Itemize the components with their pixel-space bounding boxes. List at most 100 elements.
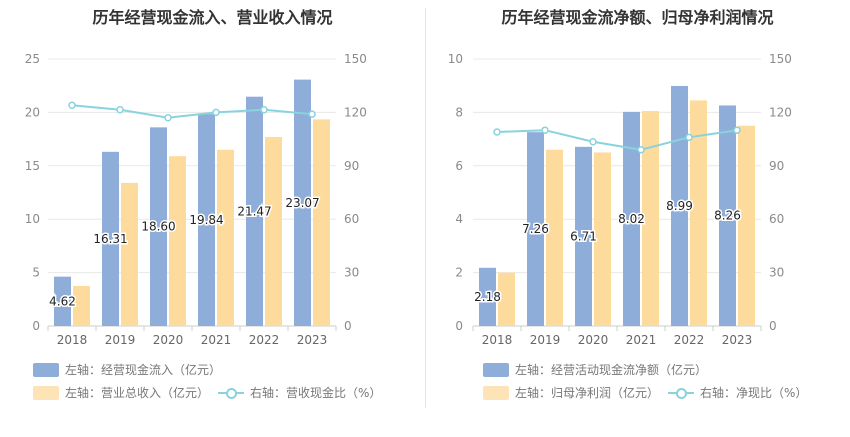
y-right-tick-label: 90	[769, 159, 784, 173]
data-label: 7.26	[522, 222, 549, 236]
legend-label: 右轴：净现比（%）	[700, 386, 808, 400]
x-tick-label: 2020	[578, 333, 609, 347]
line-point	[308, 110, 316, 118]
bar-series-1	[198, 114, 215, 327]
line-point	[164, 113, 172, 122]
y-left-tick-label: 10	[25, 212, 40, 226]
y-right-tick-label: 60	[769, 212, 784, 226]
line-point	[212, 108, 220, 117]
y-left-tick-label: 6	[455, 159, 463, 173]
x-tick-label: 2018	[482, 333, 513, 347]
y-left-tick-label: 8	[455, 105, 463, 119]
bar-series-1	[54, 276, 71, 326]
y-right-tick-label: 150	[344, 52, 367, 66]
bar-series-1	[527, 132, 544, 326]
bar-series-2	[498, 272, 515, 326]
data-label: 8.02	[618, 212, 645, 226]
legend-label: 左轴：营业总收入（亿元）	[65, 386, 210, 400]
chart-title: 历年经营现金流入、营业收入情况	[92, 8, 333, 27]
legend-item-line[interactable]: 右轴：营收现金比（%）	[218, 384, 381, 401]
x-tick-label: 2022	[674, 333, 705, 347]
y-right-tick-label: 120	[769, 105, 792, 119]
data-label: 6.71	[570, 229, 597, 243]
legend-item-bar1[interactable]: 左轴：经营活动现金流净额（亿元）	[483, 361, 707, 378]
y-left-tick-label: 10	[448, 52, 463, 66]
bar-series-1	[479, 267, 496, 326]
x-tick-label: 2018	[57, 333, 88, 347]
bar-series-2	[594, 152, 611, 326]
bar-series-1	[719, 105, 736, 326]
legend-item-bar2[interactable]: 左轴：营业总收入（亿元）	[33, 384, 209, 401]
x-tick-label: 2019	[105, 333, 136, 347]
data-label: 21.47	[237, 204, 271, 218]
y-right-tick-label: 60	[344, 212, 359, 226]
legend-item-bar2[interactable]: 左轴：归母净利润（亿元）	[483, 384, 659, 401]
data-label: 2.18	[474, 290, 501, 304]
legend-label: 右轴：营收现金比（%）	[250, 386, 382, 400]
data-label: 8.99	[666, 199, 693, 213]
y-right-tick-label: 90	[344, 159, 359, 173]
line-point	[733, 126, 741, 134]
x-tick-label: 2019	[530, 333, 561, 347]
bar-series-1	[623, 111, 640, 326]
bar-series-2	[73, 285, 90, 326]
data-label: 8.26	[714, 209, 741, 223]
x-tick-label: 2023	[297, 333, 328, 347]
legend-swatch-bar2	[33, 385, 59, 400]
bar-series-2	[546, 149, 563, 326]
chart-title: 历年经营现金流净额、归母净利润情况	[501, 8, 774, 27]
legend-swatch-bar1	[33, 362, 59, 377]
y-left-tick-label: 25	[25, 52, 40, 66]
chart-panel-netcash-profit: 历年经营现金流净额、归母净利润情况 0 2 4 6 8 10 0 30 60 90 120 150 20…	[425, 0, 850, 437]
line-point	[68, 101, 76, 110]
y-left-tick-label: 15	[25, 159, 40, 173]
line-point	[589, 138, 597, 146]
bar-series-2	[169, 156, 186, 326]
y-left-tick-label: 2	[455, 266, 463, 280]
chart-panel-cashflow-revenue: 历年经营现金流入、营业收入情况 0 5 10 15 20 25 0 30 60 90 120 150 2…	[25, 8, 382, 401]
data-label: 4.62	[49, 294, 76, 308]
bar-series-2	[121, 182, 138, 326]
bar-series-1	[294, 79, 311, 326]
legend-swatch-bar1	[483, 362, 509, 377]
bar-series-1	[102, 151, 119, 326]
y-right-tick-label: 0	[769, 319, 777, 333]
bar-series-2	[738, 125, 755, 326]
x-tick-label: 2021	[201, 333, 232, 347]
chart-svg: 0 5 10 15 20 25 0 30 60 90 120 150 2018 4.62 2019 16.31…	[25, 52, 367, 347]
chart-svg: 0 2 4 6 8 10 0 30 60 90 120 150 2018 2.18 2019 7.26 2020…	[448, 52, 792, 347]
y-left-tick-label: 4	[455, 212, 463, 226]
legend-label: 左轴：归母净利润（亿元）	[515, 386, 660, 400]
data-label: 19.84	[189, 213, 223, 227]
data-label: 18.60	[141, 220, 175, 234]
bar-series-1	[671, 85, 688, 326]
line-point	[260, 105, 268, 114]
y-right-tick-label: 30	[344, 266, 359, 280]
y-left-tick-label: 20	[25, 105, 40, 119]
y-left-tick-label: 0	[32, 319, 40, 333]
data-label: 16.31	[93, 232, 127, 246]
x-tick-label: 2021	[626, 333, 657, 347]
line-point	[493, 128, 501, 136]
bar-series-2	[265, 136, 282, 326]
legend-item-bar1[interactable]: 左轴：经营现金流入（亿元）	[33, 361, 221, 378]
bar-series-2	[217, 149, 234, 326]
line-series	[71, 104, 313, 119]
data-label: 23.07	[285, 196, 319, 210]
line-point	[637, 146, 645, 154]
x-tick-label: 2022	[249, 333, 280, 347]
x-tick-label: 2023	[722, 333, 753, 347]
y-right-tick-label: 150	[769, 52, 792, 66]
legend-swatch-line	[668, 386, 694, 400]
legend-item-line[interactable]: 右轴：净现比（%）	[668, 384, 807, 401]
x-tick-label: 2020	[153, 333, 184, 347]
bar-series-2	[690, 100, 707, 326]
legend-label: 左轴：经营活动现金流净额（亿元）	[515, 363, 708, 377]
line-point	[685, 133, 693, 142]
y-right-tick-label: 0	[344, 319, 352, 333]
bar-series-2	[642, 111, 659, 326]
panel-divider	[425, 8, 426, 408]
line-point	[541, 126, 549, 134]
line-series	[496, 129, 738, 151]
bar-series-1	[150, 127, 167, 327]
